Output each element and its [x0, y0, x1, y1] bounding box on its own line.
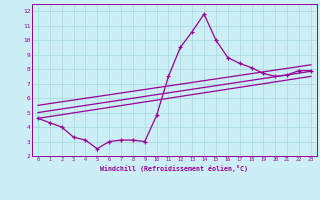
- X-axis label: Windchill (Refroidissement éolien,°C): Windchill (Refroidissement éolien,°C): [100, 165, 248, 172]
